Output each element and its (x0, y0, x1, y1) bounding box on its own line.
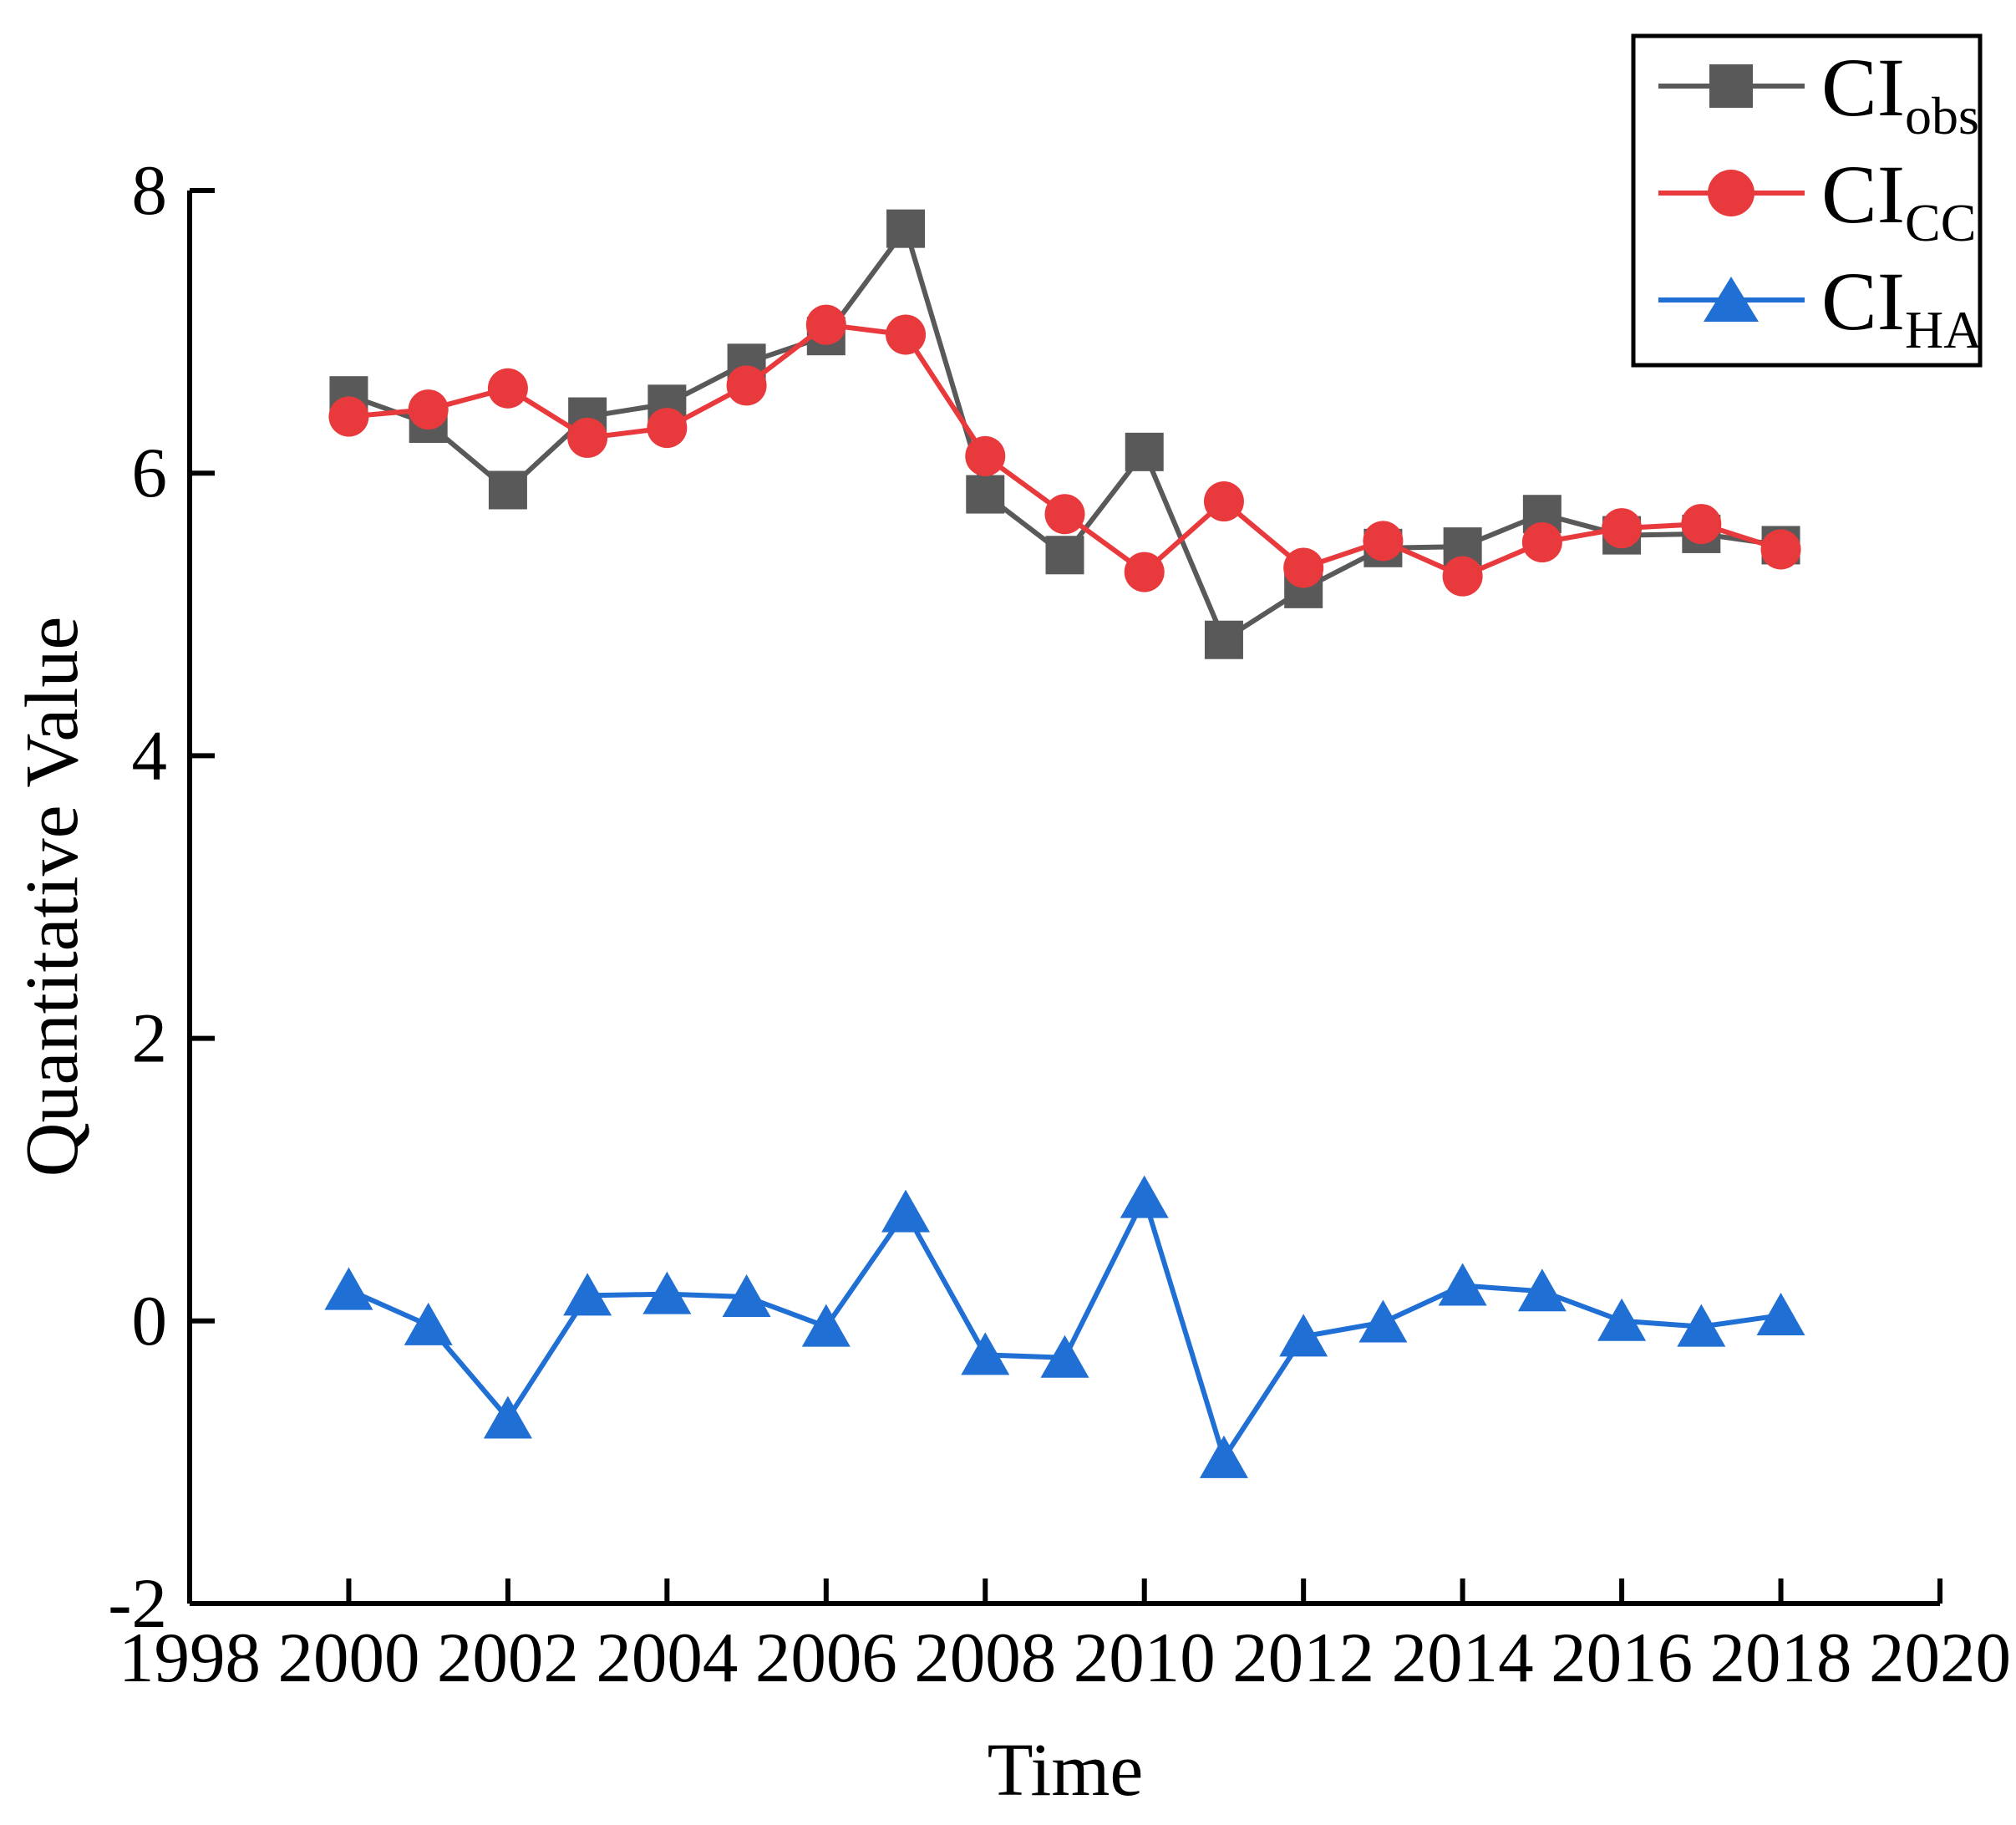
marker-CI_CC (328, 396, 369, 437)
legend-item-ci-obs: CIobs (1658, 41, 1979, 145)
x-tick-label: 2002 (437, 1619, 579, 1697)
x-tick-label: 2006 (755, 1619, 897, 1697)
marker-CI_CC (408, 389, 449, 430)
x-tick-label: 1998 (119, 1619, 261, 1697)
y-tick-label: 2 (132, 999, 168, 1078)
marker-CI_HA (1040, 1334, 1089, 1378)
x-tick-label: 2000 (277, 1619, 419, 1697)
legend-circle-marker-icon (1708, 170, 1754, 216)
marker-CI_CC (965, 435, 1006, 476)
legend-box (1631, 33, 1983, 368)
y-tick-group: 8 6 4 2 0 -2 (108, 151, 215, 1643)
legend-item-ci-ha: CIHA (1658, 255, 1982, 359)
marker-CI_CC (1203, 481, 1244, 522)
x-tick-label: 2010 (1074, 1619, 1216, 1697)
marker-CI_CC (487, 368, 528, 409)
marker-CI_obs (1045, 536, 1084, 575)
marker-CI_HA (961, 1332, 1010, 1375)
y-tick-label: 0 (132, 1282, 168, 1360)
x-tick-label: 2018 (1710, 1619, 1852, 1697)
marker-CI_HA (642, 1271, 692, 1314)
marker-CI_HA (1358, 1299, 1408, 1343)
legend: CIobs CICC CIHA (1631, 33, 1983, 368)
marker-CI_obs (488, 470, 527, 510)
series-line-CI_obs (348, 223, 1781, 644)
marker-CI_HA (1756, 1293, 1805, 1336)
x-tick-group: 1998 2000 2002 2004 2006 2008 2010 2012 2014 2016… (119, 1578, 2011, 1697)
x-tick-label: 2014 (1392, 1619, 1534, 1697)
y-tick-label: -2 (108, 1564, 167, 1643)
marker-CI_HA (1517, 1268, 1567, 1312)
marker-CI_CC (647, 408, 688, 449)
series-group (324, 209, 1805, 1478)
series-line-CI_HA (348, 1191, 1781, 1464)
x-tick-label: 2020 (1869, 1619, 2011, 1697)
marker-CI_CC (1124, 552, 1165, 592)
marker-CI_HA (801, 1304, 851, 1347)
y-tick-label: 8 (132, 151, 168, 230)
marker-CI_HA (1597, 1298, 1647, 1341)
marker-CI_CC (567, 417, 608, 458)
marker-CI_HA (404, 1302, 453, 1345)
marker-CI_CC (1442, 556, 1483, 597)
marker-CI_obs (886, 209, 926, 248)
y-tick-label: 6 (132, 434, 168, 512)
marker-CI_HA (1677, 1304, 1726, 1347)
legend-label-ci-obs: CIobs (1821, 41, 1979, 145)
legend-item-ci-cc: CICC (1658, 148, 1976, 252)
x-tick-label: 2016 (1551, 1619, 1693, 1697)
marker-CI_CC (1044, 494, 1085, 535)
marker-CI_CC (726, 365, 767, 406)
marker-CI_HA (324, 1267, 373, 1310)
x-tick-label: 2008 (914, 1619, 1056, 1697)
marker-CI_CC (1602, 508, 1643, 549)
y-tick-label: 4 (132, 716, 168, 795)
marker-CI_obs (1204, 620, 1243, 659)
legend-label-ci-cc: CICC (1821, 148, 1976, 252)
marker-CI_HA (1438, 1263, 1487, 1306)
marker-CI_CC (886, 314, 927, 355)
marker-CI_obs (1125, 432, 1164, 471)
x-tick-label: 2004 (596, 1619, 738, 1697)
marker-CI_HA (483, 1395, 532, 1439)
marker-CI_HA (881, 1189, 931, 1233)
x-axis-title: Time (988, 1729, 1144, 1812)
axes: 8 6 4 2 0 -2 1998 2000 2002 2004 2006 2008 2010 2012… (11, 151, 2011, 1812)
legend-square-marker-icon (1709, 64, 1753, 108)
legend-label-ci-ha: CIHA (1821, 255, 1982, 359)
marker-CI_obs (966, 475, 1005, 514)
marker-CI_HA (1279, 1314, 1328, 1357)
marker-CI_CC (805, 304, 846, 345)
marker-CI_HA (722, 1274, 771, 1318)
marker-CI_CC (1521, 522, 1562, 563)
legend-triangle-marker-icon (1704, 277, 1759, 322)
marker-CI_CC (1363, 521, 1404, 562)
x-tick-label: 2012 (1232, 1619, 1374, 1697)
marker-CI_HA (563, 1273, 612, 1316)
marker-CI_HA (1120, 1175, 1169, 1218)
marker-CI_CC (1681, 504, 1722, 545)
marker-CI_HA (1199, 1435, 1248, 1478)
y-axis-title: Quantitative Value (11, 617, 94, 1177)
marker-CI_CC (1760, 529, 1801, 570)
marker-CI_CC (1283, 547, 1324, 588)
